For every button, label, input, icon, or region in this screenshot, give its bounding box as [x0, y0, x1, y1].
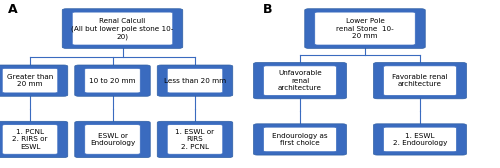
FancyBboxPatch shape — [0, 65, 68, 96]
FancyBboxPatch shape — [374, 62, 466, 99]
FancyBboxPatch shape — [2, 125, 58, 154]
FancyBboxPatch shape — [374, 124, 466, 155]
Text: 1. ESWL
2. Endourology: 1. ESWL 2. Endourology — [393, 133, 447, 146]
FancyBboxPatch shape — [157, 65, 233, 96]
Text: Favorable renal
architecture: Favorable renal architecture — [392, 74, 448, 87]
Text: A: A — [8, 3, 17, 16]
Text: B: B — [262, 3, 272, 16]
FancyBboxPatch shape — [84, 125, 140, 154]
Text: Less than 20 mm: Less than 20 mm — [164, 78, 226, 84]
FancyBboxPatch shape — [2, 68, 58, 93]
FancyBboxPatch shape — [75, 121, 150, 158]
FancyBboxPatch shape — [384, 66, 456, 95]
Text: 1. ESWL or
RIRS
2. PCNL: 1. ESWL or RIRS 2. PCNL — [176, 129, 214, 150]
Text: 10 to 20 mm: 10 to 20 mm — [89, 78, 136, 84]
FancyBboxPatch shape — [254, 124, 346, 155]
FancyBboxPatch shape — [0, 121, 68, 158]
FancyBboxPatch shape — [62, 9, 183, 48]
Text: ESWL or
Endourology: ESWL or Endourology — [90, 133, 135, 146]
Text: Greater than
20 mm: Greater than 20 mm — [7, 74, 53, 87]
FancyBboxPatch shape — [264, 127, 336, 152]
Text: Renal Calculi
(All but lower pole stone 10-
20): Renal Calculi (All but lower pole stone … — [72, 18, 174, 39]
FancyBboxPatch shape — [167, 125, 223, 154]
FancyBboxPatch shape — [254, 62, 346, 99]
FancyBboxPatch shape — [72, 12, 173, 45]
Text: Unfavorable
renal
architecture: Unfavorable renal architecture — [278, 70, 322, 91]
FancyBboxPatch shape — [75, 65, 150, 96]
FancyBboxPatch shape — [157, 121, 233, 158]
Text: Lower Pole
renal Stone  10-
20 mm: Lower Pole renal Stone 10- 20 mm — [336, 18, 394, 39]
FancyBboxPatch shape — [264, 66, 336, 95]
Text: 1. PCNL
2. RIRS or
ESWL: 1. PCNL 2. RIRS or ESWL — [12, 129, 48, 150]
FancyBboxPatch shape — [315, 12, 415, 45]
FancyBboxPatch shape — [167, 68, 223, 93]
FancyBboxPatch shape — [304, 9, 425, 48]
FancyBboxPatch shape — [84, 68, 140, 93]
Text: Endourology as
first choice: Endourology as first choice — [272, 133, 328, 146]
FancyBboxPatch shape — [384, 127, 456, 152]
